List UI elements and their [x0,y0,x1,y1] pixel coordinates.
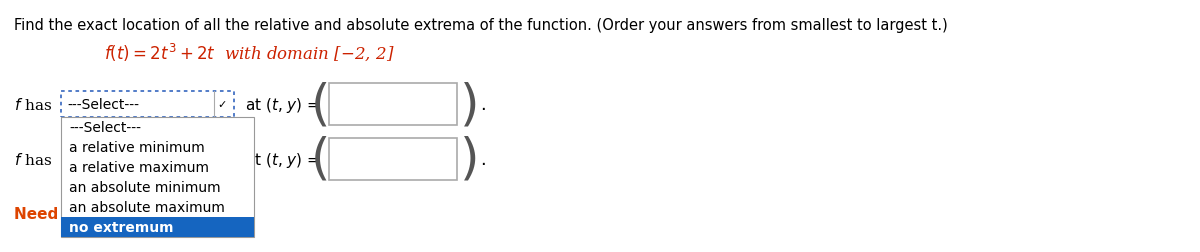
Text: a relative maximum: a relative maximum [70,160,209,174]
Text: an absolute maximum: an absolute maximum [70,200,226,214]
Text: $f$ has: $f$ has [14,97,52,113]
FancyBboxPatch shape [329,84,457,125]
Text: ): ) [461,136,480,183]
Text: .: . [480,150,486,168]
Text: ---Select---: ---Select--- [67,98,139,112]
Text: a relative minimum: a relative minimum [70,140,205,154]
Text: at ($t$, $y$) =: at ($t$, $y$) = [245,150,319,169]
Text: ): ) [461,81,480,129]
Text: Read it: Read it [106,208,158,220]
Text: $f$ has: $f$ has [14,151,52,167]
Text: at ($t$, $y$) =: at ($t$, $y$) = [245,95,319,114]
Text: no extremum: no extremum [70,220,174,234]
Text: Find the exact location of all the relative and absolute extrema of the function: Find the exact location of all the relat… [14,18,948,33]
FancyBboxPatch shape [329,138,457,180]
FancyBboxPatch shape [61,117,254,237]
Text: (: ( [311,136,330,183]
Text: Need Help?: Need Help? [14,207,112,222]
FancyBboxPatch shape [61,92,234,117]
FancyBboxPatch shape [103,203,161,225]
Text: ---Select---: ---Select--- [70,120,142,135]
Text: ✓: ✓ [217,100,227,110]
Text: $f(t) = 2t^{3} + 2t$  with domain [−2, 2]: $f(t) = 2t^{3} + 2t$ with domain [−2, 2] [103,41,395,62]
Bar [61,217,254,237]
Text: (: ( [311,81,330,129]
Text: .: . [480,96,486,114]
Text: an absolute minimum: an absolute minimum [70,180,221,194]
